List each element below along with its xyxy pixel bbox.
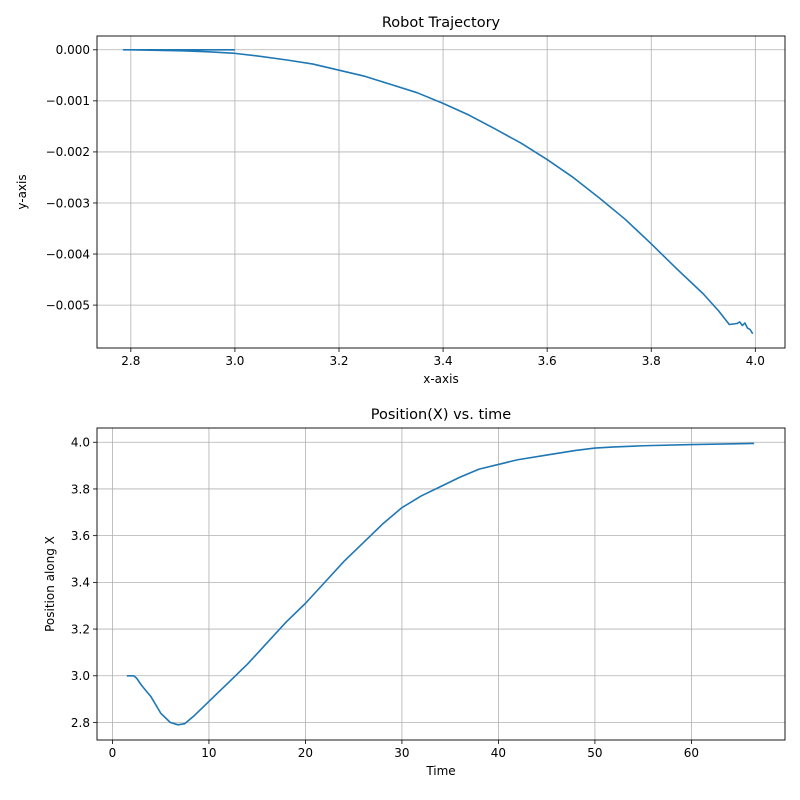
position-time-y-tick-label: 3.8 — [71, 482, 90, 496]
position-time-x-tick-label: 10 — [201, 746, 216, 760]
trajectory-x-tick-label: 3.4 — [434, 354, 453, 368]
trajectory-grid — [97, 36, 785, 348]
position-time-x-tick-label: 50 — [587, 746, 602, 760]
trajectory-axes: Robot Trajectory x-axis y-axis 2.8 3.0 3.2… — [15, 15, 786, 386]
position-time-title: Position(X) vs. time — [371, 407, 512, 423]
trajectory-plot-frame — [96, 35, 786, 349]
position-time-axes: Position(X) vs. time Time Position along… — [43, 407, 786, 778]
trajectory-x-axis-label: x-axis — [423, 372, 458, 386]
position-time-x-tick-label: 40 — [491, 746, 506, 760]
position-time-y-axis-label: Position along X — [43, 536, 57, 632]
trajectory-series-line — [122, 48, 754, 335]
position-time-plot-frame — [96, 427, 786, 741]
position-time-y-tick-label: 3.6 — [71, 529, 90, 543]
position-time-y-tick-label: 4.0 — [71, 436, 90, 450]
position-time-grid — [97, 428, 785, 740]
trajectory-x-tick-label: 3.0 — [225, 354, 244, 368]
position-time-x-axis-label: Time — [425, 764, 455, 778]
trajectory-y-axis-label: y-axis — [15, 174, 29, 209]
position-time-x-tick-label: 30 — [394, 746, 409, 760]
position-time-y-tick-label: 3.4 — [71, 576, 90, 590]
position-time-x-tick-label: 20 — [298, 746, 313, 760]
position-time-y-tick-label: 3.0 — [71, 669, 90, 683]
position-time-series-line — [126, 442, 755, 726]
position-time-x-tick-label: 0 — [109, 746, 117, 760]
trajectory-x-tick-label: 3.8 — [642, 354, 661, 368]
trajectory-y-tick-label: −0.003 — [46, 196, 90, 210]
position-time-y-tick-label: 3.2 — [71, 622, 90, 636]
trajectory-title: Robot Trajectory — [382, 15, 501, 31]
trajectory-y-tick-label: −0.002 — [46, 145, 90, 159]
trajectory-x-tick-label: 3.2 — [329, 354, 348, 368]
trajectory-x-tick-label: 2.8 — [121, 354, 140, 368]
trajectory-x-tick-label: 4.0 — [746, 354, 765, 368]
trajectory-y-tick-label: −0.004 — [46, 247, 90, 261]
trajectory-y-tick-label: −0.005 — [46, 298, 90, 312]
trajectory-y-tick-label: 0.000 — [56, 43, 90, 57]
trajectory-y-tick-label: −0.001 — [46, 94, 90, 108]
position-time-x-tick-label: 60 — [684, 746, 699, 760]
position-time-y-tick-label: 2.8 — [71, 716, 90, 730]
trajectory-x-tick-label: 3.6 — [538, 354, 557, 368]
